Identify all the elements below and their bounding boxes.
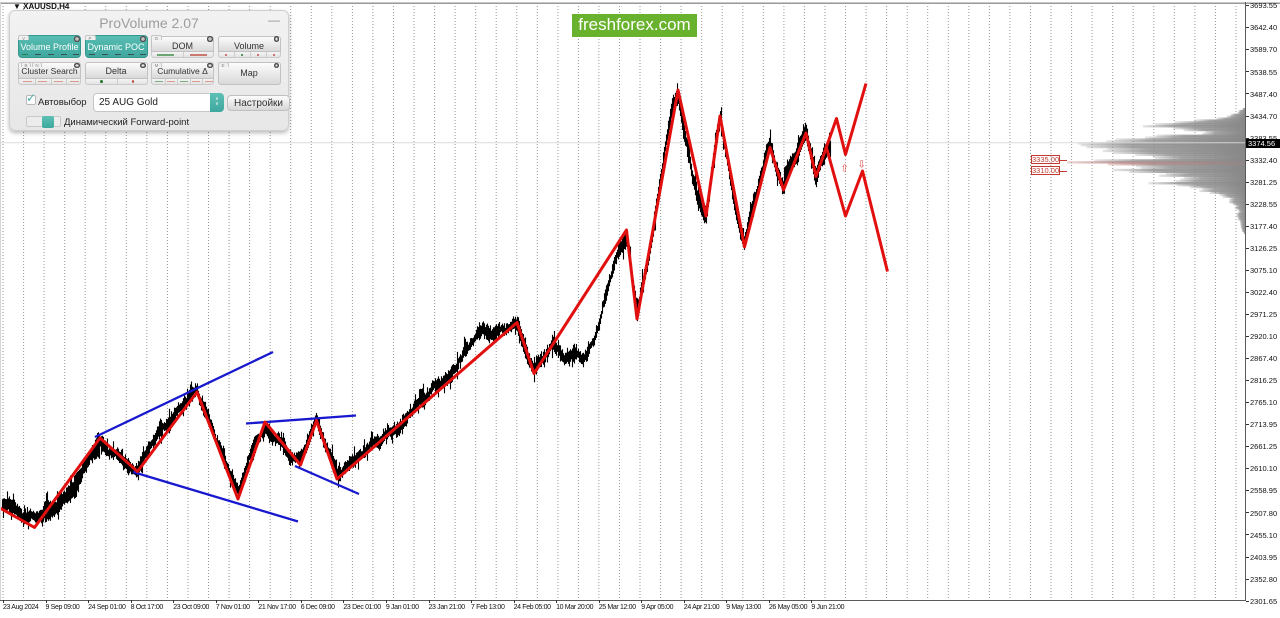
svg-text:⇩: ⇩ — [858, 160, 866, 171]
svg-text:⇧: ⇧ — [841, 164, 849, 175]
